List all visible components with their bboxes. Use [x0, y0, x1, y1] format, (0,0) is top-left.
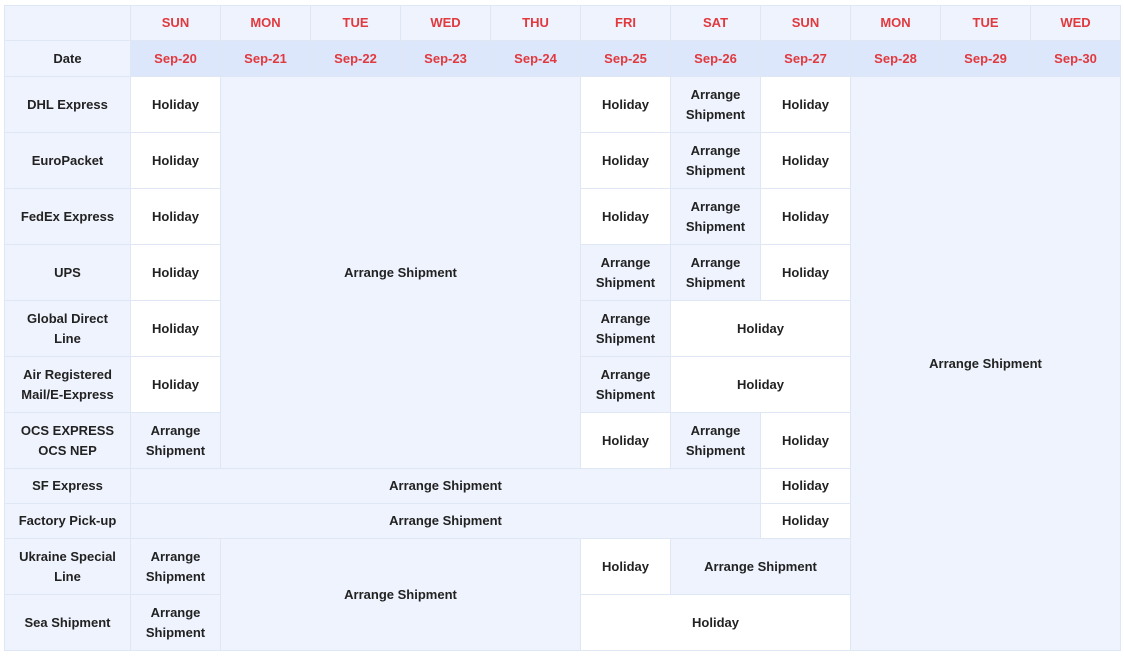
carrier-label: OCS EXPRESS OCS NEP: [4, 412, 131, 469]
schedule-cell: Arrange Shipment: [580, 244, 671, 301]
schedule-cell: Holiday: [130, 132, 221, 189]
schedule-cell: Arrange Shipment: [580, 356, 671, 413]
schedule-cell: Holiday: [580, 188, 671, 245]
schedule-cell: Holiday: [670, 300, 851, 357]
date-header: Sep-30: [1030, 40, 1121, 77]
day-header: TUE: [310, 5, 401, 41]
carrier-label: DHL Express: [4, 76, 131, 133]
date-header: Sep-25: [580, 40, 671, 77]
date-header: Sep-28: [850, 40, 941, 77]
carrier-label: Air Registered Mail/E-Express: [4, 356, 131, 413]
schedule-cell: Holiday: [760, 188, 851, 245]
corner-cell: [4, 5, 131, 41]
schedule-cell: Arrange Shipment: [130, 538, 221, 595]
shipping-schedule: SUN MON TUE WED THU FRI SAT SUN MON TUE WED Date S…: [4, 5, 1121, 651]
table-row: Sea Shipment Arrange Shipment Holiday: [4, 594, 1121, 651]
table-row: Air Registered Mail/E-Express Holiday Ar…: [4, 356, 1121, 413]
schedule-cell: Arrange Shipment: [670, 188, 761, 245]
schedule-cell: Arrange Shipment: [130, 594, 221, 651]
schedule-cell: Holiday: [130, 356, 221, 413]
day-header: SUN: [760, 5, 851, 41]
schedule-cell: Arrange Shipment: [220, 76, 581, 469]
schedule-cell: Holiday: [580, 412, 671, 469]
date-header: Sep-27: [760, 40, 851, 77]
table-row: Factory Pick-up Arrange Shipment Holiday: [4, 503, 1121, 539]
schedule-cell: Arrange Shipment: [670, 76, 761, 133]
schedule-cell: Holiday: [580, 594, 851, 651]
table-row: UPS Holiday Arrange Shipment Arrange Shi…: [4, 244, 1121, 301]
schedule-cell: Holiday: [580, 132, 671, 189]
schedule-cell: Holiday: [580, 538, 671, 595]
date-header: Sep-26: [670, 40, 761, 77]
day-header: MON: [220, 5, 311, 41]
table-row: FedEx Express Holiday Holiday Arrange Sh…: [4, 188, 1121, 245]
date-header: Sep-20: [130, 40, 221, 77]
schedule-cell: Holiday: [130, 300, 221, 357]
schedule-cell: Holiday: [760, 503, 851, 539]
schedule-cell: Arrange Shipment: [670, 132, 761, 189]
date-header: Sep-24: [490, 40, 581, 77]
day-header: WED: [400, 5, 491, 41]
schedule-cell: Holiday: [760, 132, 851, 189]
date-header: Sep-22: [310, 40, 401, 77]
carrier-label: Global Direct Line: [4, 300, 131, 357]
schedule-cell: Arrange Shipment: [130, 412, 221, 469]
schedule-cell: Holiday: [760, 76, 851, 133]
table-row: SF Express Arrange Shipment Holiday: [4, 468, 1121, 504]
carrier-label: Ukraine Special Line: [4, 538, 131, 595]
schedule-cell: Holiday: [130, 188, 221, 245]
schedule-cell: Arrange Shipment: [670, 538, 851, 595]
carrier-label: Factory Pick-up: [4, 503, 131, 539]
schedule-cell: Arrange Shipment: [850, 76, 1121, 651]
date-header: Sep-23: [400, 40, 491, 77]
day-header: TUE: [940, 5, 1031, 41]
table-row: SUN MON TUE WED THU FRI SAT SUN MON TUE WED: [4, 5, 1121, 41]
carrier-label: Sea Shipment: [4, 594, 131, 651]
schedule-cell: Arrange Shipment: [130, 503, 761, 539]
schedule-cell: Holiday: [130, 244, 221, 301]
table-row: DHL Express Holiday Arrange Shipment Hol…: [4, 76, 1121, 651]
day-header: MON: [850, 5, 941, 41]
schedule-cell: Holiday: [760, 244, 851, 301]
day-header: FRI: [580, 5, 671, 41]
table-row: OCS EXPRESS OCS NEP Arrange Shipment Hol…: [4, 412, 1121, 469]
day-header: SUN: [130, 5, 221, 41]
carrier-label: FedEx Express: [4, 188, 131, 245]
day-header: WED: [1030, 5, 1121, 41]
carrier-label: UPS: [4, 244, 131, 301]
schedule-cell: Arrange Shipment: [580, 300, 671, 357]
day-header: SAT: [670, 5, 761, 41]
table-row: Date Sep-20 Sep-21 Sep-22 Sep-23 Sep-24 Sep-2…: [4, 40, 1121, 77]
carrier-label: SF Express: [4, 468, 131, 504]
carrier-label: EuroPacket: [4, 132, 131, 189]
day-header: THU: [490, 5, 581, 41]
table-row: Ukraine Special Line Arrange Shipment Ar…: [4, 538, 1121, 651]
date-label: Date: [4, 40, 131, 77]
schedule-cell: Arrange Shipment: [670, 244, 761, 301]
schedule-cell: Arrange Shipment: [130, 468, 761, 504]
schedule-cell: Arrange Shipment: [670, 412, 761, 469]
table-row: EuroPacket Holiday Holiday Arrange Shipm…: [4, 132, 1121, 189]
schedule-cell: Holiday: [760, 412, 851, 469]
date-header: Sep-21: [220, 40, 311, 77]
table-row: Global Direct Line Holiday Arrange Shipm…: [4, 300, 1121, 357]
schedule-cell: Holiday: [580, 76, 671, 133]
schedule-cell: Arrange Shipment: [220, 538, 581, 651]
date-header: Sep-29: [940, 40, 1031, 77]
schedule-cell: Holiday: [670, 356, 851, 413]
schedule-cell: Holiday: [760, 468, 851, 504]
schedule-cell: Holiday: [130, 76, 221, 133]
